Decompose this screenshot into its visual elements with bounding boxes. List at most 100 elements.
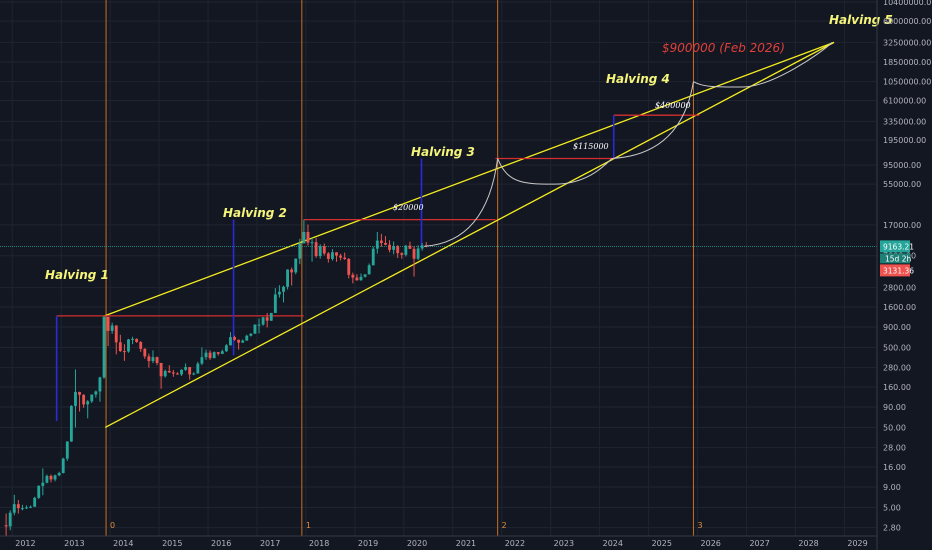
candle-body (200, 357, 204, 364)
candle-body (208, 352, 212, 359)
x-tick-label: 2012 (15, 539, 35, 548)
candle-body (408, 245, 412, 249)
candle-body (151, 357, 155, 362)
candle-body (94, 391, 98, 395)
candle-body (261, 317, 265, 325)
x-tick-label: 2017 (260, 539, 280, 548)
candle-body (237, 339, 241, 343)
price-tags: 9163.21 15d 2h 3131.36 (880, 240, 914, 277)
y-tick-label: 900.00 (883, 323, 911, 332)
y-tick-label: 17000.00 (883, 221, 921, 230)
low-price-text: 3131.36 (883, 266, 914, 275)
chart-grid (0, 0, 877, 536)
y-tick-label: 28.00 (883, 444, 906, 453)
y-tick-label: 2800.00 (883, 284, 916, 293)
candle-body (224, 345, 228, 352)
candle-body (241, 340, 245, 343)
candle-body (392, 246, 396, 250)
candle-body (127, 339, 130, 352)
candle-body (155, 357, 159, 363)
candle-body (159, 362, 163, 377)
y-tick-label: 10400000.00 (883, 0, 932, 7)
candle-body (41, 482, 45, 486)
x-tick-label: 2024 (603, 539, 623, 548)
candle-body (122, 351, 126, 353)
candle-body (388, 244, 391, 250)
y-tick-label: 95000.00 (883, 161, 921, 170)
projection-arc (497, 158, 613, 185)
candle-body (147, 356, 151, 362)
y-tick-label: 6000000.00 (883, 17, 931, 26)
candle-body (49, 475, 53, 480)
candle-body (16, 504, 20, 509)
candle-body (192, 373, 196, 375)
candle-body (45, 475, 49, 483)
candle-body (114, 325, 118, 343)
candle-body (412, 248, 416, 259)
candle-body (171, 372, 175, 374)
y-tick-label: 335000.00 (883, 117, 926, 126)
x-tick-label: 2018 (309, 539, 329, 548)
x-tick-label: 2022 (505, 539, 525, 548)
y-tick-label: 90.00 (883, 403, 906, 412)
candle-body (196, 363, 200, 374)
candle-body (265, 317, 269, 321)
candlesticks (4, 219, 428, 536)
x-tick-label: 2028 (798, 539, 818, 548)
candle-body (249, 333, 253, 336)
candle-body (212, 352, 216, 359)
cycle-label: 0 (110, 521, 115, 530)
candle-body (65, 441, 69, 459)
candle-body (90, 394, 94, 402)
candle-body (318, 246, 322, 257)
x-tick-label: 2025 (652, 539, 672, 548)
candle-body (143, 348, 147, 357)
candle-body (184, 367, 188, 370)
candle-body (8, 512, 12, 527)
candle-body (310, 242, 314, 244)
x-tick-label: 2021 (456, 539, 476, 548)
y-tick-label: 195000.00 (883, 136, 926, 145)
candle-body (322, 246, 326, 254)
cycle-lines: 0 1 2 3 (105, 0, 703, 536)
candle-body (355, 277, 359, 281)
candle-body (220, 351, 224, 354)
candle-body (69, 405, 73, 442)
halving-label: Halving 2 (223, 206, 287, 220)
y-tick-label: 1050000.00 (883, 78, 931, 87)
candle-body (375, 240, 379, 249)
projection-arc (693, 42, 833, 88)
y-tick-label: 500.00 (883, 343, 911, 352)
candle-body (78, 391, 81, 395)
candle-body (298, 243, 302, 259)
candle-body (110, 325, 114, 331)
candle-body (253, 324, 257, 334)
halving-label: Halving 3 (411, 145, 475, 159)
candle-body (29, 506, 33, 508)
candle-body (21, 508, 24, 510)
candle-body (326, 253, 330, 259)
candle-body (273, 294, 277, 313)
candle-body (82, 394, 86, 405)
y-tick-label: 2.80 (883, 524, 901, 533)
candle-body (339, 255, 343, 258)
x-tick-label: 2027 (749, 539, 769, 548)
candle-body (294, 258, 298, 273)
x-tick-label: 2026 (701, 539, 721, 548)
low-price-tag (880, 264, 910, 277)
target-lines (0, 114, 877, 317)
cycle-label: 1 (306, 521, 311, 530)
halving-label: Halving 4 (606, 72, 670, 86)
candle-body (363, 274, 367, 277)
x-tick-label: 2015 (162, 539, 182, 548)
y-tick-label: 280.00 (883, 364, 911, 373)
candle-body (359, 276, 363, 281)
x-tick-label: 2020 (407, 539, 427, 548)
growth-channel (104, 41, 835, 429)
candle-body (86, 401, 90, 405)
candle-body (335, 252, 338, 256)
x-tick-label: 2029 (847, 539, 867, 548)
candle-body (12, 504, 16, 513)
current-price-text: 9163.21 (883, 242, 914, 251)
